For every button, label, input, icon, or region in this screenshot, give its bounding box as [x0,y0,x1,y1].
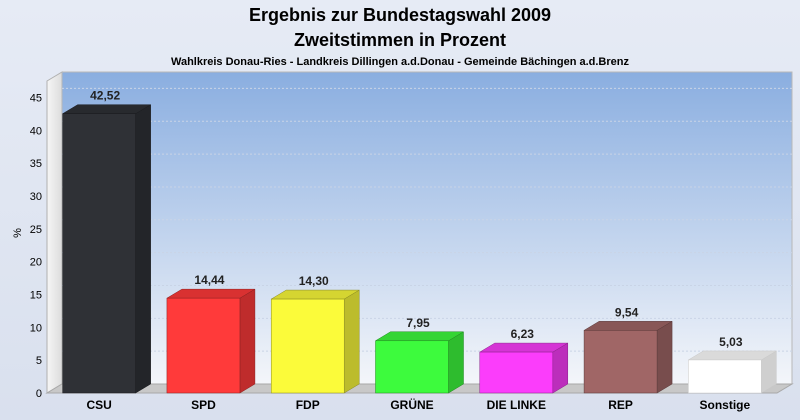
chart-subtitle: Wahlkreis Donau-Ries - Landkreis Dilling… [171,56,630,68]
x-axis: CSU SPD FDP GRÜNE DIE LINKE REP Sonstige [86,397,750,412]
x-tick-label: Sonstige [700,398,751,412]
value-label: 14,30 [299,274,329,288]
value-label: 9,54 [615,305,639,319]
chart-title: Ergebnis zur Bundestagswahl 2009 [249,5,551,25]
x-tick-label: CSU [86,398,111,412]
y-tick-label: 5 [36,355,42,367]
chart-title-2: Zweitstimmen in Prozent [294,30,506,50]
y-tick-label: 0 [36,388,42,400]
y-tick-label: 30 [30,191,42,203]
x-tick-label: REP [608,398,633,412]
x-tick-label: SPD [191,398,216,412]
x-tick-label: FDP [296,398,320,412]
y-axis-label: % [12,228,24,238]
bar-fdp [270,289,361,394]
y-tick-label: 25 [30,224,42,236]
x-tick-label: DIE LINKE [487,398,546,412]
bar-sonstige [687,350,778,394]
value-label: 6,23 [511,327,535,341]
gridlines [62,87,792,352]
value-label: 7,95 [406,316,430,330]
bars: 42,52 14,44 14,30 7,95 6,23 9,54 5,03 [61,89,778,394]
y-tick-label: 40 [30,125,42,137]
y-tick-label: 20 [30,257,42,269]
value-label: 5,03 [719,335,743,349]
y-axis: 0 5 10 15 20 25 30 35 40 45 [30,92,42,400]
y-tick-label: 10 [30,322,42,334]
bar-rep [583,320,673,394]
bar-spd [166,288,256,394]
bar-grüne [374,331,465,394]
value-label: 42,52 [90,89,120,103]
y-tick-label: 15 [30,289,42,301]
plot-side-wall [46,71,63,394]
x-tick-label: GRÜNE [390,397,433,412]
value-label: 14,44 [194,273,224,287]
bar-csu [61,104,152,394]
y-tick-label: 45 [30,92,42,104]
bar-die-linke [478,342,569,394]
y-tick-label: 35 [30,158,42,170]
